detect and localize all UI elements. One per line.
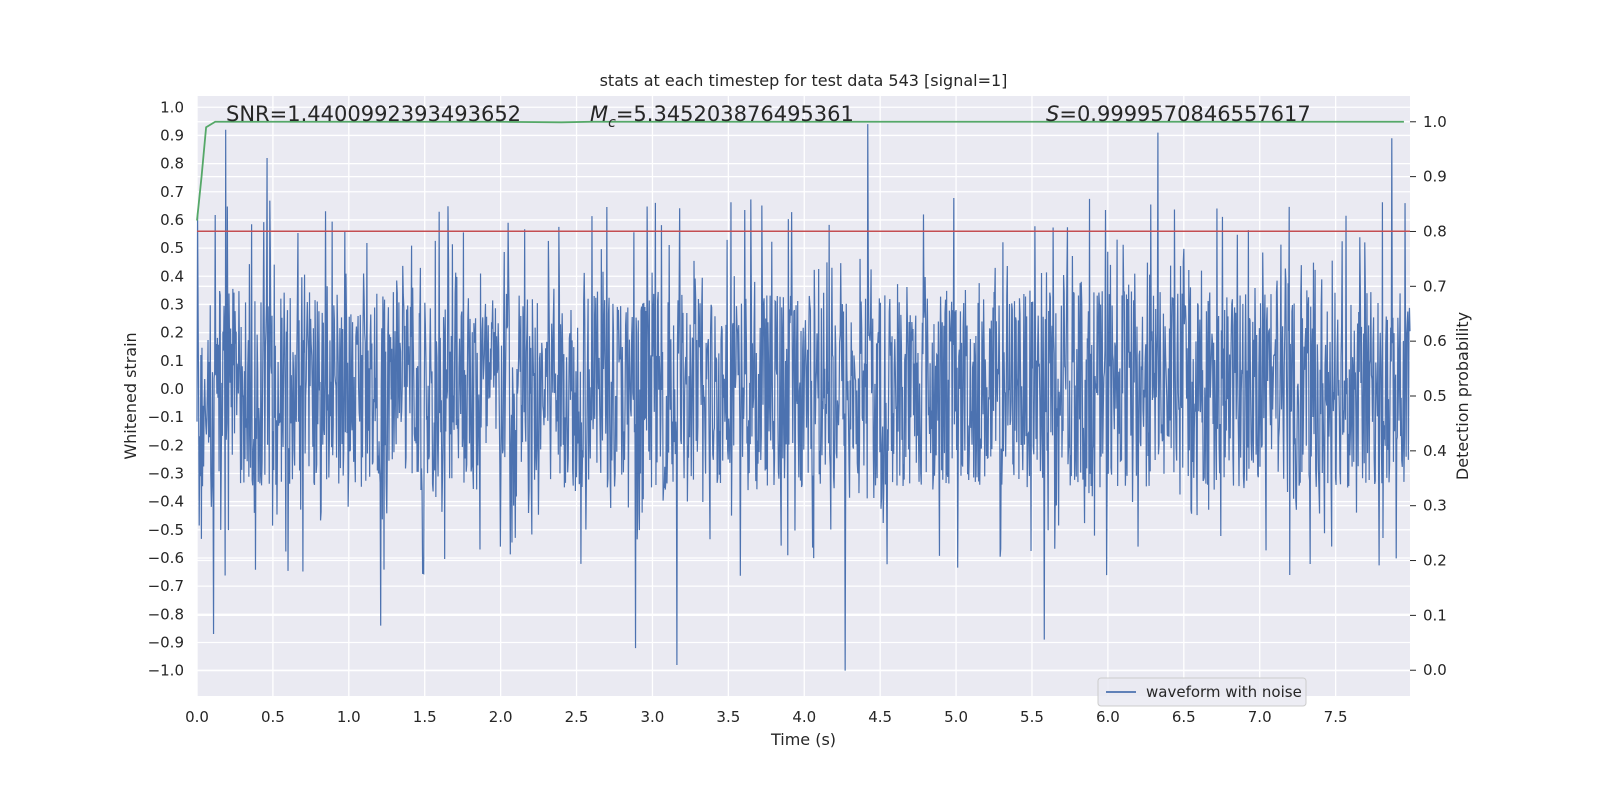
score-symbol: S — [1046, 102, 1059, 126]
y-tick-label: −0.6 — [148, 549, 184, 567]
y2-tick-label: 0.3 — [1423, 497, 1447, 515]
y-tick-label: 0.3 — [160, 295, 184, 313]
x-tick-label: 3.5 — [716, 708, 740, 726]
x-tick-label: 7.0 — [1248, 708, 1272, 726]
x-tick-label: 4.5 — [868, 708, 892, 726]
y-tick-label: 1.0 — [160, 98, 184, 116]
y-tick-label: 0.2 — [160, 324, 184, 342]
y2-axis-ticks: 1.0 0.9 0.8 0.7 0.6 0.5 0.4 0.3 0.2 0.1 0.0 — [1410, 113, 1447, 679]
x-tick-label: 3.0 — [641, 708, 665, 726]
legend-box — [1097, 677, 1307, 707]
y-tick-label: 0.0 — [160, 380, 184, 398]
detection-probability-line — [196, 120, 1404, 221]
score-annotation: S=0.9999570846557617 — [1046, 102, 1311, 126]
chirp-mass-subscript: c — [608, 115, 616, 131]
y2-tick-label: 0.9 — [1423, 168, 1447, 186]
x-tick-label: 5.5 — [1020, 708, 1044, 726]
x-tick-label: 6.0 — [1096, 708, 1120, 726]
y-tick-label: −0.5 — [148, 521, 184, 539]
y-tick-label: 0.9 — [160, 126, 184, 144]
x-axis-label: Time (s) — [770, 730, 836, 749]
waveform-series-line — [196, 124, 1411, 671]
x-tick-label: 5.0 — [944, 708, 968, 726]
y-tick-label: −0.3 — [148, 464, 184, 482]
x-tick-label: 7.5 — [1324, 708, 1348, 726]
chirp-mass-value: =5.345203876495361 — [616, 102, 854, 126]
y2-tick-label: 0.5 — [1423, 387, 1447, 405]
legend: waveform with noise — [1097, 677, 1307, 707]
y-tick-label: 0.6 — [160, 211, 184, 229]
y-tick-label: 0.1 — [160, 352, 184, 370]
y2-tick-label: 0.0 — [1423, 661, 1447, 679]
y-axis-ticks: 1.0 0.9 0.8 0.7 0.6 0.5 0.4 0.3 0.2 0.1 0.0 −0.1 −0.… — [148, 98, 184, 679]
x-tick-label: 0.5 — [261, 708, 285, 726]
y-tick-label: −0.2 — [148, 436, 184, 454]
score-value: =0.9999570846557617 — [1059, 102, 1310, 126]
chirp-mass-annotation: Mc=5.345203876495361 — [590, 102, 854, 131]
y2-tick-label: 0.8 — [1423, 222, 1447, 240]
x-tick-label: 2.0 — [489, 708, 513, 726]
y-tick-label: −0.4 — [148, 493, 184, 511]
chart-title: stats at each timestep for test data 543… — [600, 71, 1008, 90]
x-tick-label: 6.5 — [1172, 708, 1196, 726]
y-tick-label: −0.1 — [148, 408, 184, 426]
chirp-mass-symbol: M — [590, 102, 608, 126]
x-tick-label: 1.0 — [337, 708, 361, 726]
y2-tick-label: 0.4 — [1423, 442, 1447, 460]
y-tick-label: −0.9 — [148, 633, 184, 651]
y2-tick-label: 0.1 — [1423, 606, 1447, 624]
y2-axis-label: Detection probability — [1453, 312, 1472, 480]
x-tick-label: 0.0 — [185, 708, 209, 726]
y2-tick-label: 1.0 — [1423, 113, 1447, 131]
y-tick-label: −1.0 — [148, 662, 184, 680]
x-tick-label: 1.5 — [413, 708, 437, 726]
y-tick-label: −0.7 — [148, 577, 184, 595]
legend-entry-waveform: waveform with noise — [1146, 683, 1302, 701]
x-tick-label: 2.5 — [565, 708, 589, 726]
y-tick-label: 0.4 — [160, 267, 184, 285]
y2-tick-label: 0.6 — [1423, 332, 1447, 350]
y-tick-label: 0.5 — [160, 239, 184, 257]
y-tick-label: 0.7 — [160, 183, 184, 201]
y2-tick-label: 0.2 — [1423, 552, 1447, 570]
y-tick-label: 0.8 — [160, 155, 184, 173]
plot-series — [196, 120, 1411, 671]
y-tick-label: −0.8 — [148, 605, 184, 623]
snr-annotation: SNR=1.4400992393493652 — [226, 102, 521, 126]
x-axis-ticks: 0.0 0.5 1.0 1.5 2.0 2.5 3.0 3.5 4.0 4.5 5.0 5.5 6.0 6… — [185, 708, 1347, 726]
y-axis-label: Whitened strain — [121, 332, 140, 459]
x-tick-label: 4.0 — [792, 708, 816, 726]
y2-tick-label: 0.7 — [1423, 277, 1447, 295]
